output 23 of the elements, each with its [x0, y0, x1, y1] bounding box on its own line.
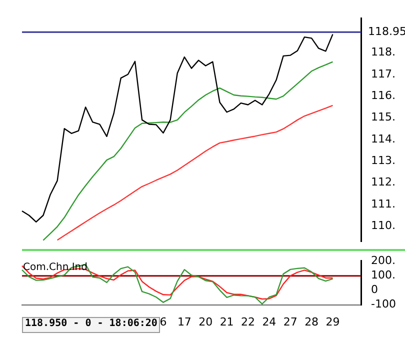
y-tick-label: 111. — [371, 197, 396, 210]
x-tick-label: 6 — [160, 315, 167, 328]
text: 118.950 - 0 - 18:06:20 — [22, 317, 160, 333]
y-tick-label: 116. — [371, 88, 396, 102]
y-tick-label: -100 — [371, 298, 396, 311]
x-tick-label: 24 — [262, 315, 276, 328]
x-tick-label: 29 — [326, 315, 340, 328]
x-tick-label: 28 — [304, 315, 319, 328]
y-tick-label: 114. — [371, 132, 396, 146]
x-tick-label: 20 — [198, 315, 213, 328]
x-tick-label: 22 — [241, 315, 255, 328]
y-tick-label: 110. — [371, 219, 396, 232]
y-tick-label: 115. — [371, 110, 396, 124]
x-tick-label: 21 — [220, 315, 234, 328]
x-tick-label: 27 — [283, 315, 298, 328]
y-tick-label: 112. — [371, 176, 396, 189]
y-tick-label: 100. — [371, 268, 396, 282]
y-tick-label: 117. — [371, 67, 396, 80]
y-tick-label: 0 — [371, 283, 378, 296]
x-tick-label: 17 — [177, 315, 192, 328]
y-tick-label: 200. — [371, 254, 396, 268]
y-tick-label: 113. — [371, 154, 396, 168]
y-tick-label: 118. — [371, 46, 396, 59]
